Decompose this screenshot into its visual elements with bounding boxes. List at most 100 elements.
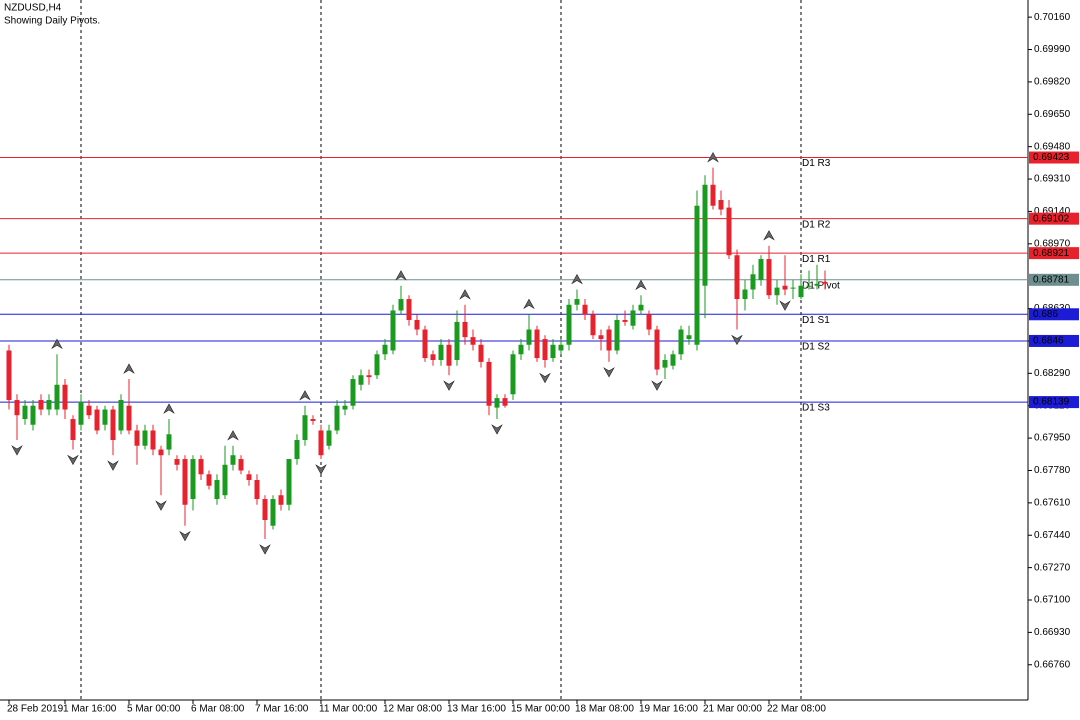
x-tick-label: 7 Mar 16:00 (255, 704, 309, 715)
candle-body (366, 375, 372, 378)
candle-body (246, 474, 252, 480)
fractal-up (299, 390, 311, 401)
candle-body (462, 321, 468, 338)
price-box-label: 0.68781 (1033, 274, 1070, 285)
fractal-up (227, 430, 239, 441)
candle-body (334, 405, 340, 431)
fractal-up (123, 363, 135, 374)
candle-body (534, 329, 540, 359)
candle-body (566, 304, 572, 345)
candle-body (150, 430, 156, 450)
candle-body (30, 405, 36, 425)
fractal-up (523, 298, 535, 310)
y-tick-label: 0.69650 (1034, 109, 1071, 120)
candle-body (550, 344, 556, 359)
price-box (1029, 273, 1079, 286)
candle-body (734, 255, 740, 300)
candle-body (782, 285, 788, 290)
y-tick-label: 0.69990 (1034, 44, 1071, 55)
price-box (1029, 396, 1079, 409)
candle-body (622, 320, 628, 322)
fractal-down (731, 334, 743, 346)
y-tick-label: 0.69140 (1034, 206, 1071, 217)
candle-body (758, 259, 764, 280)
x-tick-label: 28 Feb 2019 (7, 704, 64, 715)
candle-body (214, 480, 220, 500)
x-tick-label: 22 Mar 08:00 (767, 704, 826, 715)
candle-body (278, 495, 284, 505)
y-tick-label: 0.66930 (1034, 627, 1071, 638)
y-tick-label: 0.69480 (1034, 141, 1071, 152)
x-tick-label: 18 Mar 08:00 (575, 704, 634, 715)
candle-body (286, 459, 292, 505)
fractal-up (571, 273, 583, 285)
candle-body (430, 354, 436, 360)
candle-body (710, 184, 716, 206)
candle-body (630, 310, 636, 326)
candle-body (662, 360, 668, 368)
candle-body (70, 419, 76, 440)
candle-body (94, 409, 100, 431)
candle-body (494, 398, 500, 408)
price-box (1029, 308, 1079, 321)
candle-body (126, 405, 132, 431)
pivot-level-name: D1 R2 (802, 219, 831, 230)
candle-body (358, 375, 364, 385)
price-box (1029, 247, 1079, 260)
chart-subtitle: Showing Daily Pivots. (4, 16, 100, 27)
candle-body (606, 329, 612, 351)
candle-body (350, 379, 356, 406)
candle-body (158, 449, 164, 456)
candle-body (22, 405, 28, 420)
y-tick-label: 0.67610 (1034, 497, 1071, 508)
pivot-level-name: D1 R3 (802, 158, 831, 169)
candle-body (702, 184, 708, 286)
candle-body (718, 200, 724, 210)
candle-body (742, 289, 748, 300)
candle-body (486, 361, 492, 406)
candle-body (398, 299, 404, 311)
y-tick-label: 0.67100 (1034, 595, 1071, 606)
price-box-label: 0.68921 (1033, 248, 1070, 259)
candle-body (110, 409, 116, 440)
fractal-down (67, 454, 79, 466)
x-tick-label: 1 Mar 16:00 (63, 704, 117, 715)
x-tick-label: 21 Mar 00:00 (703, 704, 762, 715)
candle-body (222, 464, 228, 496)
candle-body (678, 329, 684, 355)
y-tick-label: 0.70160 (1034, 12, 1071, 23)
y-tick-label: 0.69310 (1034, 174, 1071, 185)
candle-body (614, 320, 620, 351)
candle-body (318, 430, 324, 456)
candle-body (302, 415, 308, 440)
pivot-level-name: D1 S1 (802, 315, 830, 326)
candle-body (390, 310, 396, 351)
fractal-down (603, 367, 615, 378)
fractal-down (315, 464, 327, 475)
y-tick-label: 0.66760 (1034, 659, 1071, 670)
price-box-label: 0.69102 (1033, 213, 1070, 224)
candle-body (438, 344, 444, 360)
fractal-down (179, 530, 191, 542)
candle-body (654, 329, 660, 370)
candle-body (38, 400, 44, 410)
fractal-down (259, 544, 271, 555)
price-box (1029, 151, 1079, 164)
candle-body (142, 430, 148, 446)
fractal-up (635, 279, 647, 291)
price-box (1029, 334, 1079, 347)
candle-body (670, 354, 676, 366)
candle-body (262, 499, 268, 520)
candle-body (254, 480, 260, 500)
x-tick-label: 19 Mar 16:00 (639, 704, 698, 715)
candle-body (382, 344, 388, 355)
price-box-label: 0.686 (1033, 309, 1058, 320)
candle-body (814, 283, 820, 286)
pivot-level-name: D1 R1 (802, 254, 831, 265)
candle-body (14, 400, 20, 416)
candle-body (238, 459, 244, 471)
price-box-label: 0.69423 (1033, 152, 1070, 163)
x-tick-label: 6 Mar 08:00 (191, 704, 245, 715)
y-tick-label: 0.67950 (1034, 433, 1071, 444)
